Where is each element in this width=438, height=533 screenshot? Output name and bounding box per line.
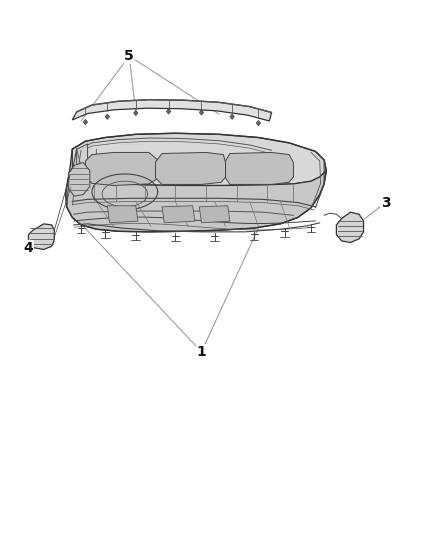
Polygon shape xyxy=(230,114,234,119)
Polygon shape xyxy=(162,206,195,223)
Polygon shape xyxy=(69,163,90,196)
Polygon shape xyxy=(72,133,326,185)
Polygon shape xyxy=(166,109,171,114)
Polygon shape xyxy=(85,152,158,185)
Polygon shape xyxy=(66,171,326,232)
Text: 5: 5 xyxy=(124,49,134,63)
Polygon shape xyxy=(336,212,364,243)
Polygon shape xyxy=(199,110,204,115)
Polygon shape xyxy=(134,110,138,116)
Polygon shape xyxy=(226,152,293,184)
Text: 1: 1 xyxy=(197,345,206,359)
Polygon shape xyxy=(105,114,110,119)
Polygon shape xyxy=(77,144,88,184)
Text: 4: 4 xyxy=(24,241,33,255)
Polygon shape xyxy=(256,120,261,126)
Text: 3: 3 xyxy=(381,196,390,209)
Polygon shape xyxy=(107,206,138,223)
Polygon shape xyxy=(72,100,272,121)
Polygon shape xyxy=(199,206,230,223)
Polygon shape xyxy=(83,119,88,125)
Polygon shape xyxy=(28,224,54,249)
Polygon shape xyxy=(155,152,226,184)
